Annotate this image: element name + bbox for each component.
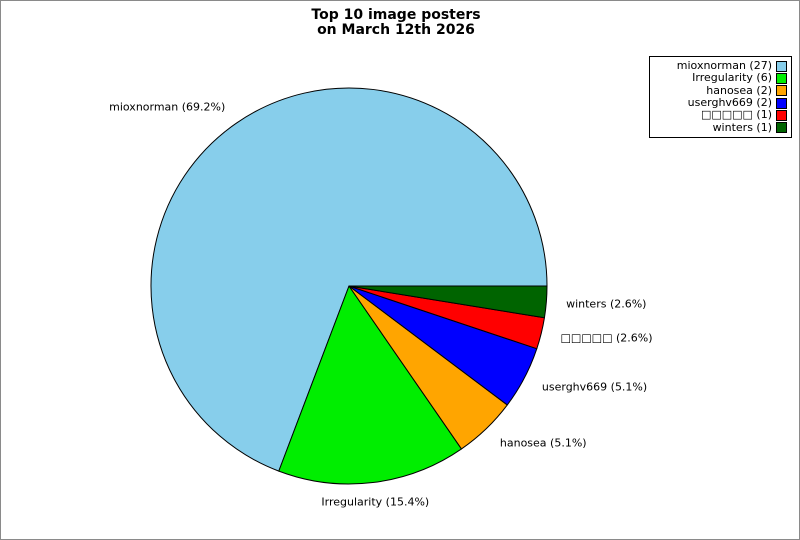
slice-label-slice-4: □□□□□ (2.6%) xyxy=(560,331,653,345)
slice-label-userghv669: userghv669 (5.1%) xyxy=(541,380,648,394)
legend-label: Irregularity (6) xyxy=(692,71,772,85)
legend-label: userghv669 (2) xyxy=(687,96,772,110)
legend-swatch xyxy=(776,72,787,84)
legend-swatch xyxy=(776,109,787,121)
legend-row-winters: winters (1) xyxy=(654,120,787,134)
legend: mioxnorman (27) Irregularity (6) hanosea (… xyxy=(649,56,792,138)
legend-label: mioxnorman (27) xyxy=(676,59,772,73)
pie-slice-winters xyxy=(348,285,548,319)
legend-label: hanosea (2) xyxy=(706,83,772,97)
legend-label: □□□□□ (1) xyxy=(700,108,772,122)
legend-swatch xyxy=(776,122,787,134)
legend-row-mioxnorman: mioxnorman (27) xyxy=(654,60,787,72)
slice-label-winters: winters (2.6%) xyxy=(566,297,647,310)
legend-row-slice-4: □□□□□ (1) xyxy=(654,109,787,121)
legend-row-userghv669: userghv669 (2) xyxy=(654,97,787,109)
legend-swatch xyxy=(776,85,787,97)
legend-row-hanosea: hanosea (2) xyxy=(654,83,787,97)
legend-swatch xyxy=(776,97,787,109)
slice-label-mioxnorman: mioxnorman (69.2%) xyxy=(109,100,226,114)
pie-slice-mioxnorman xyxy=(150,87,548,472)
legend-swatch xyxy=(776,60,787,72)
chart-title-line2: on March 12th 2026 xyxy=(317,22,475,38)
slice-label-irregularity: Irregularity (15.4%) xyxy=(321,495,430,509)
slice-label-hanosea: hanosea (5.1%) xyxy=(499,436,587,450)
chart-title: Top 10 image posters on March 12th 2026 xyxy=(1,8,791,38)
legend-label: winters (1) xyxy=(712,120,772,134)
pie-slice-irregularity xyxy=(278,285,462,485)
chart-title-line1: Top 10 image posters xyxy=(311,7,481,23)
legend-row-irregularity: Irregularity (6) xyxy=(654,72,787,84)
